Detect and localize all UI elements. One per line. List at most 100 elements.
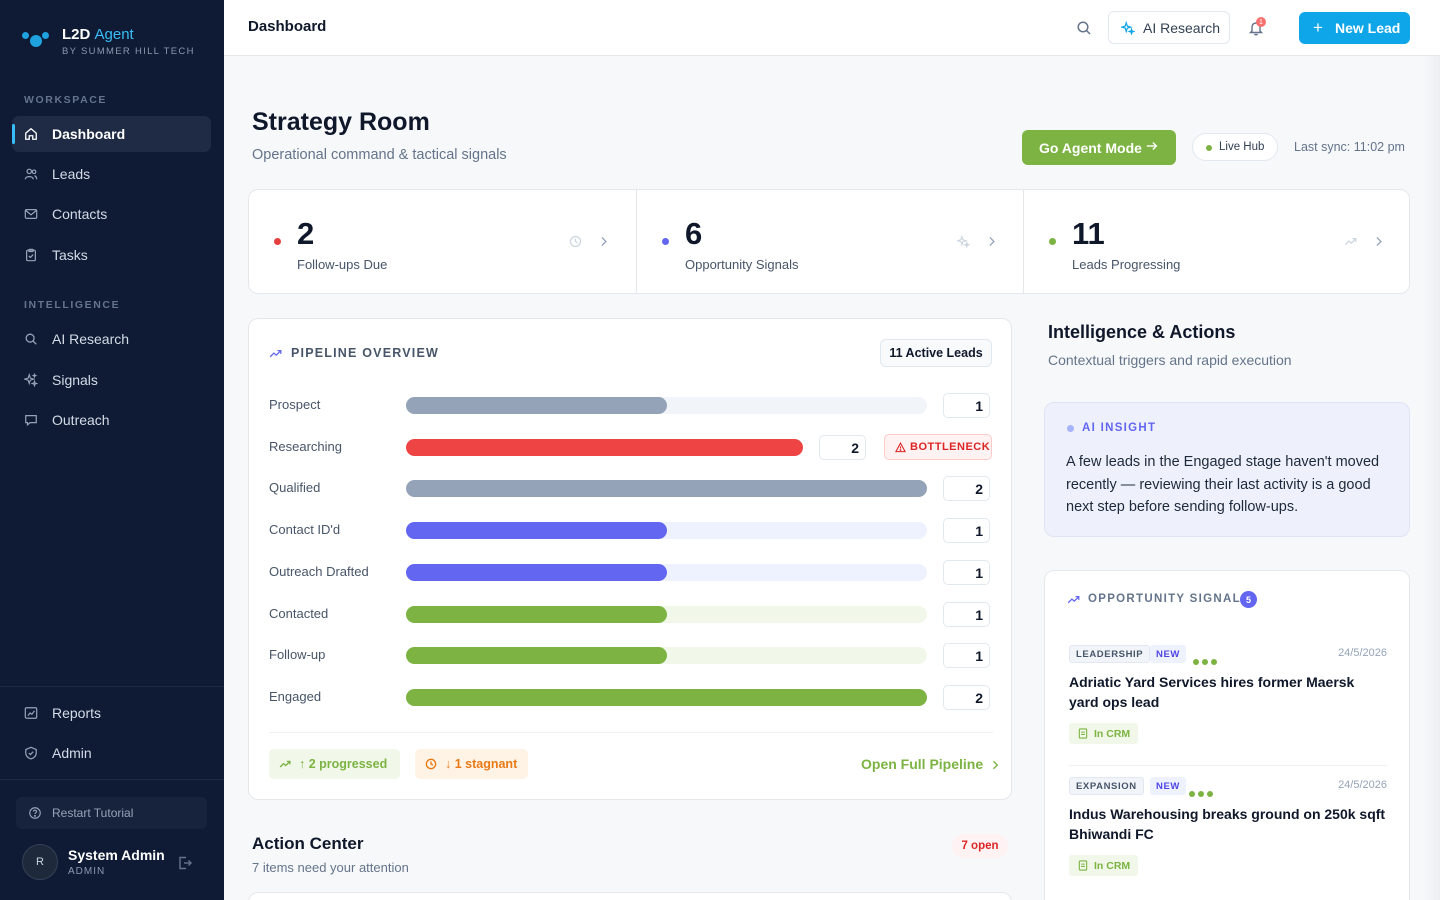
pipeline-stage-row[interactable]: Engaged 2 xyxy=(269,684,993,710)
stage-count: 1 xyxy=(943,518,990,544)
trending-up-icon xyxy=(1344,238,1357,246)
signal-item[interactable]: EXPANSION NEW 24/5/2026 Indus Warehousin… xyxy=(1069,765,1387,897)
home-icon xyxy=(25,127,37,140)
pipeline-overview-card: PIPELINE OVERVIEW 11 Active Leads Prospe… xyxy=(248,318,1012,800)
stat-label: Opportunity Signals xyxy=(685,257,799,272)
clipboard-icon xyxy=(26,248,36,262)
sparkles-icon xyxy=(1121,21,1135,35)
users-icon xyxy=(24,168,38,180)
in-crm-badge: In CRM xyxy=(1069,855,1139,876)
new-lead-button[interactable]: + New Lead xyxy=(1299,12,1410,44)
stagnant-chip[interactable]: ↓ 1 stagnant xyxy=(415,749,528,779)
search-icon[interactable] xyxy=(1076,20,1092,36)
signal-title: Indus Warehousing breaks ground on 250k … xyxy=(1069,806,1386,842)
arrow-right-icon xyxy=(1146,142,1158,150)
progressed-chip[interactable]: ↑ 2 progressed xyxy=(269,749,400,779)
trending-up-icon xyxy=(1067,596,1080,604)
pipeline-stage-row[interactable]: Contact ID'd 1 xyxy=(269,518,993,544)
stage-count: 2 xyxy=(819,434,866,460)
chevron-right-icon xyxy=(1376,236,1382,247)
sidebar-item-tasks[interactable]: Tasks xyxy=(12,237,211,273)
stat-label: Leads Progressing xyxy=(1072,257,1181,272)
brand[interactable]: L2D Agent BY SUMMER HILL TECH xyxy=(22,26,195,57)
chevron-right-icon xyxy=(601,236,607,247)
stage-bar-fill xyxy=(406,647,667,665)
sparkles-icon xyxy=(24,373,38,387)
stat-value: 11 xyxy=(1072,216,1105,251)
sidebar-item-reports[interactable]: Reports xyxy=(12,695,211,731)
sidebar-item-label: Admin xyxy=(52,745,92,761)
open-full-pipeline-link[interactable]: Open Full Pipeline xyxy=(861,756,1001,772)
action-center-subtitle: 7 items need your attention xyxy=(252,860,409,875)
stage-count: 2 xyxy=(943,476,990,502)
pipeline-heading: PIPELINE OVERVIEW xyxy=(269,346,439,360)
stage-bar-fill xyxy=(406,563,667,581)
category-tag: EXPANSION xyxy=(1069,777,1144,795)
brand-tagline: BY SUMMER HILL TECH xyxy=(62,46,195,57)
last-sync: Last sync: 11:02 pm xyxy=(1294,140,1405,154)
user-profile[interactable]: R System Admin ADMIN xyxy=(22,844,202,880)
pipeline-stage-row[interactable]: Contacted 1 xyxy=(269,601,993,627)
signal-item[interactable]: LEADERSHIP NEW 24/5/2026 Adriatic Yard S… xyxy=(1069,645,1387,765)
clock-icon xyxy=(425,758,437,770)
user-role: ADMIN xyxy=(68,866,106,877)
go-agent-mode-button[interactable]: Go Agent Mode xyxy=(1022,130,1176,165)
trending-up-icon xyxy=(269,350,282,358)
sidebar-item-leads[interactable]: Leads xyxy=(12,156,211,192)
signal-date: 24/5/2026 xyxy=(1338,779,1387,791)
stat-value: 2 xyxy=(297,216,315,251)
status-dot xyxy=(662,238,669,245)
stage-name: Engaged xyxy=(269,688,322,704)
new-tag: NEW xyxy=(1150,645,1186,663)
sidebar-item-label: Outreach xyxy=(52,412,110,428)
intelligence-section-label: INTELLIGENCE xyxy=(24,299,121,311)
stat-opportunity-signals[interactable]: 6 Opportunity Signals xyxy=(636,190,1023,293)
file-icon xyxy=(1078,728,1088,739)
sidebar-item-contacts[interactable]: Contacts xyxy=(12,196,211,232)
stage-name: Prospect xyxy=(269,397,321,412)
file-icon xyxy=(1078,860,1088,871)
chevron-right-icon xyxy=(993,760,999,770)
restart-tutorial-button[interactable]: Restart Tutorial xyxy=(16,797,207,829)
scrollbar-track[interactable] xyxy=(1422,56,1440,900)
sidebar-item-signals[interactable]: Signals xyxy=(12,362,211,398)
plus-icon: + xyxy=(1313,18,1323,37)
stage-bar-track xyxy=(406,522,927,540)
pipeline-stage-row[interactable]: Researching 2 BOTTLENECK xyxy=(269,433,993,460)
message-icon xyxy=(25,415,37,427)
ai-research-button[interactable]: AI Research xyxy=(1108,11,1230,44)
pipeline-stage-row[interactable]: Follow-up 1 xyxy=(269,643,993,669)
stat-label: Follow-ups Due xyxy=(297,257,388,272)
workspace-section-label: WORKSPACE xyxy=(24,94,108,106)
stage-bar-track xyxy=(406,605,927,623)
sidebar-item-outreach[interactable]: Outreach xyxy=(12,402,211,438)
stage-name: Qualified xyxy=(269,480,321,496)
sidebar-item-admin[interactable]: Admin xyxy=(12,735,211,771)
sidebar: L2D Agent BY SUMMER HILL TECH WORKSPACE … xyxy=(0,0,224,900)
action-center-title: Action Center xyxy=(252,834,364,853)
stat-follow-ups[interactable]: 2 Follow-ups Due xyxy=(249,190,636,293)
brand-name: L2D Agent xyxy=(62,26,134,43)
logout-icon[interactable] xyxy=(177,855,193,871)
notification-badge: 1 xyxy=(1256,17,1266,27)
warning-icon xyxy=(895,441,906,452)
pipeline-stage-row[interactable]: Qualified 2 xyxy=(269,476,993,502)
pipeline-stage-row[interactable]: Outreach Drafted 1 xyxy=(269,559,993,585)
open-count-badge: 7 open xyxy=(952,834,1008,858)
pipeline-stage-row[interactable]: Prospect 1 xyxy=(269,393,993,418)
status-dot xyxy=(1049,238,1056,245)
stage-name: Contacted xyxy=(269,605,329,621)
signals-heading: OPPORTUNITY SIGNALS xyxy=(1067,593,1250,605)
action-center-card xyxy=(248,892,1012,900)
sidebar-item-dashboard[interactable]: Dashboard xyxy=(12,116,211,152)
sidebar-item-ai-research[interactable]: AI Research xyxy=(12,321,211,357)
ai-insight-text: A few leads in the Engaged stage haven't… xyxy=(1066,454,1380,515)
shield-icon xyxy=(25,746,37,760)
stage-name: Researching xyxy=(269,438,342,454)
status-dot xyxy=(274,238,281,245)
top-header: Dashboard AI Research 1 + New Lead xyxy=(224,0,1440,56)
stat-leads-progressing[interactable]: 11 Leads Progressing xyxy=(1023,190,1410,293)
sidebar-divider xyxy=(0,686,224,687)
chart-icon xyxy=(24,707,38,719)
signal-title: Adriatic Yard Services hires former Maer… xyxy=(1069,674,1355,710)
